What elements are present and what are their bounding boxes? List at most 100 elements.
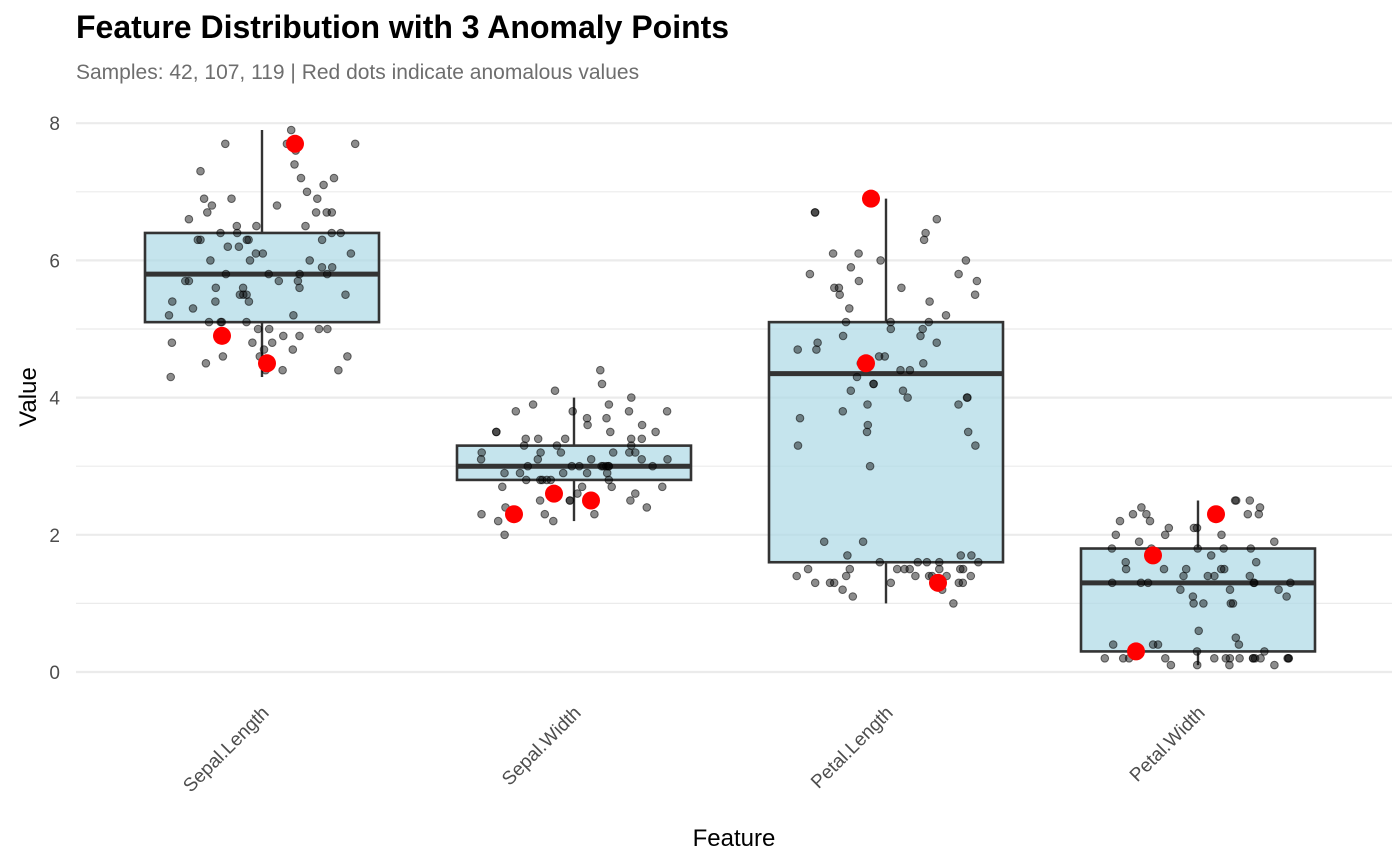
data-point [793,441,803,450]
data-point [168,297,177,306]
data-point [862,427,872,437]
data-point [1225,585,1235,595]
data-point [958,578,968,588]
data-point [970,290,980,300]
data-point [323,324,332,334]
data-point [597,379,607,389]
data-point [582,413,592,423]
data-point [272,201,282,210]
data-point [1107,544,1117,553]
data-point [1254,509,1264,519]
data-point [286,125,296,135]
data-point [631,489,640,498]
data-point [251,249,261,258]
data-point [898,386,908,396]
data-point [813,338,822,348]
data-point [1142,509,1151,519]
data-point [586,455,596,464]
data-point [216,228,225,238]
data-point [1145,516,1155,526]
data-point [550,386,560,396]
data-point [565,496,575,505]
data-point [624,407,634,416]
data-point [1164,523,1174,533]
data-point [1107,578,1117,588]
data-point [1234,640,1244,649]
data-point [538,475,547,485]
data-point [207,201,217,210]
data-point [1136,578,1146,588]
data-point [493,516,503,526]
data-point [838,331,848,341]
data-point [658,482,667,492]
data-point [477,509,486,519]
data-point [795,413,805,423]
data-point [1219,544,1228,553]
data-point [519,441,529,450]
data-point [810,578,820,588]
data-point [1189,523,1199,533]
data-point [289,311,298,320]
data-point [637,434,647,444]
data-point [954,400,963,409]
data-point [1225,660,1234,670]
data-point [523,461,533,471]
data-point [218,352,228,361]
data-point [583,420,592,430]
x-tick-label: Petal.Length [807,703,897,793]
data-point [962,393,972,402]
anomaly-point [929,573,947,592]
data-point [535,496,545,505]
data-point [1192,660,1202,670]
data-point [922,557,932,567]
data-point [941,311,951,320]
data-point [1225,654,1235,663]
data-point [911,571,920,581]
data-point [1260,647,1269,656]
data-point [838,407,848,416]
data-point [164,311,174,320]
data-point [295,269,304,279]
data-point [317,235,327,245]
data-point [602,468,612,478]
data-point [199,194,209,203]
data-point [334,365,343,375]
anomaly-point [862,189,880,208]
data-point [919,235,929,245]
data-point [956,564,965,574]
data-point [919,359,928,368]
data-point [958,564,968,574]
data-point [567,461,577,471]
data-point [1231,633,1241,643]
data-point [626,434,636,444]
data-point [313,194,322,203]
data-point [476,455,486,464]
data-point [1118,654,1128,663]
data-point [166,372,175,382]
data-point [812,345,821,354]
x-tick-label: Sepal.Length [179,703,273,797]
data-point [234,242,244,251]
data-point [1121,564,1131,574]
data-point [631,448,640,457]
data-point [810,208,820,217]
data-point [858,537,868,547]
data-point [663,455,672,464]
data-point [1108,640,1118,649]
data-point [278,365,287,375]
data-point [492,427,501,437]
data-point [329,173,339,183]
data-point [295,283,304,293]
data-point [1193,544,1202,553]
data-point [651,427,660,437]
data-point [293,276,303,286]
data-point [1121,557,1130,567]
data-point [1251,557,1261,567]
data-point [227,194,236,203]
data-point [1111,530,1121,540]
data-point [626,496,635,505]
data-point [608,448,618,457]
data-point [1243,509,1253,519]
anomaly-point [1144,546,1162,565]
data-point [327,228,337,238]
